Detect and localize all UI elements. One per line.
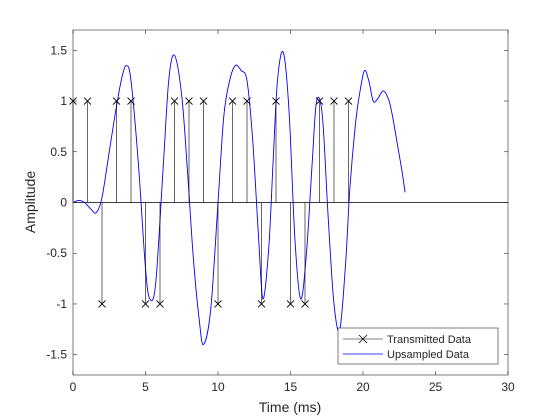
stem-marker-x: [185, 97, 193, 105]
legend: Transmitted Data Upsampled Data: [337, 327, 499, 365]
stem-marker-x: [127, 97, 135, 105]
stem-marker-x: [257, 300, 266, 308]
stem-marker-x: [330, 97, 338, 105]
stem-marker-x: [141, 300, 150, 308]
x-axis-label: Time (ms): [259, 399, 321, 415]
stem-marker-x: [112, 97, 121, 105]
x-tick-label: 5: [142, 380, 149, 394]
y-tick-label: 0: [60, 196, 67, 210]
axis-ticks: 0 5 10 15 20 25 30 -1.5 -1 -0.5 0 0.5 1 1.5: [46, 30, 515, 394]
stem-marker-x: [272, 97, 280, 105]
series-upsampled-line: [72, 50, 406, 346]
stem-marker-x: [156, 300, 164, 308]
x-tick-label: 30: [501, 380, 515, 394]
y-tick-label: 1: [60, 94, 67, 108]
legend-label-upsampled: Upsampled Data: [387, 349, 470, 361]
y-tick-label: -1.5: [46, 348, 67, 362]
stem-marker-x: [301, 300, 309, 308]
y-tick-label: 1.5: [50, 43, 67, 57]
stem-marker-x: [83, 97, 92, 105]
legend-box: [337, 327, 499, 365]
stem-marker-x: [214, 300, 222, 308]
x-tick-label: 10: [211, 380, 225, 394]
stem-marker-x: [228, 97, 237, 105]
stem-marker-x: [344, 97, 353, 105]
stem-marker-x: [170, 97, 179, 105]
stem-marker-x: [199, 97, 208, 105]
y-tick-label: -1: [56, 297, 67, 311]
x-tick-label: 15: [284, 380, 298, 394]
y-tick-label: 0.5: [50, 145, 67, 159]
x-tick-label: 0: [70, 380, 77, 394]
stem-marker-x: [98, 300, 106, 308]
plot-area: [69, 29, 509, 376]
x-tick-label: 25: [429, 380, 443, 394]
y-tick-label: -0.5: [46, 246, 67, 260]
stem-marker-x: [315, 97, 324, 105]
stem-marker-x: [286, 300, 295, 308]
legend-label-transmitted: Transmitted Data: [387, 334, 472, 346]
x-tick-label: 20: [356, 380, 370, 394]
y-axis-label: Amplitude: [22, 171, 38, 233]
stem-marker-x: [243, 97, 251, 105]
legend-marker-x: [358, 334, 368, 344]
